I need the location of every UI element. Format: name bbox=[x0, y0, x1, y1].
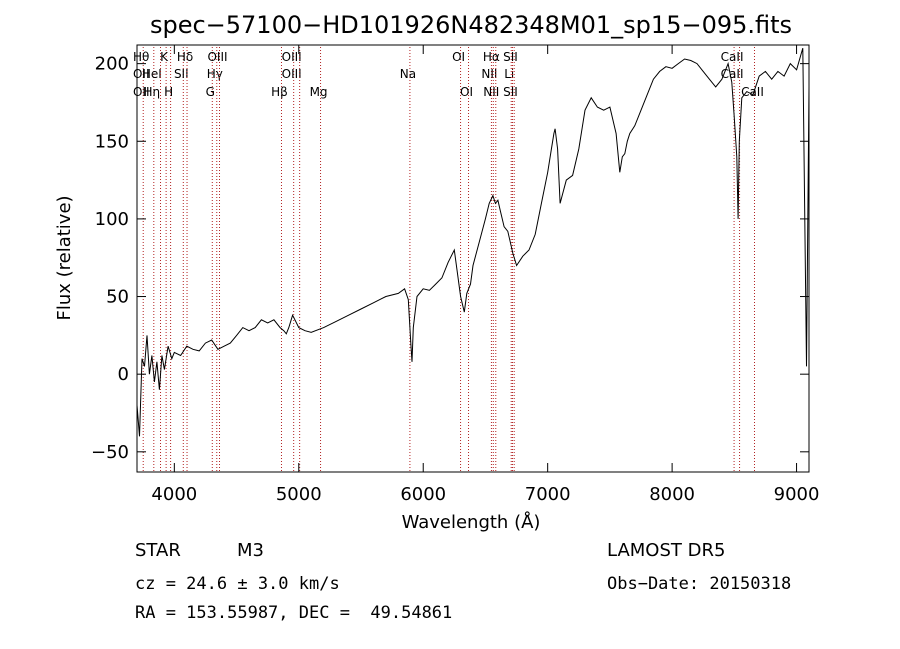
line-marker-label: HeI bbox=[142, 67, 162, 81]
y-axis-label: Flux (relative) bbox=[54, 195, 75, 320]
line-marker-label: Hβ bbox=[271, 85, 288, 99]
observation-date: Obs−Date: 20150318 bbox=[607, 574, 792, 594]
line-marker-label: Li bbox=[504, 67, 514, 81]
line-marker-label: Mg bbox=[310, 85, 328, 99]
coordinates: RA = 153.55987, DEC = 49.54861 bbox=[135, 603, 453, 623]
line-marker-label: Na bbox=[400, 67, 416, 81]
y-tick-label: −50 bbox=[91, 442, 129, 463]
line-marker-label: NII bbox=[483, 85, 499, 99]
y-tick-label: 100 bbox=[95, 209, 129, 230]
line-marker-label: G bbox=[206, 85, 215, 99]
x-tick-label: 9000 bbox=[774, 484, 820, 505]
x-tick-label: 7000 bbox=[525, 484, 571, 505]
line-marker-label: NII bbox=[481, 67, 497, 81]
y-tick-label: 0 bbox=[118, 364, 129, 385]
axes: 4000 5000 6000 7000 8000 9000 −50 0 50 100 150 200 bbox=[91, 45, 819, 505]
x-tick-label: 8000 bbox=[649, 484, 695, 505]
line-marker-label: CaII bbox=[721, 67, 744, 81]
line-marker-label: OI bbox=[452, 50, 465, 64]
line-marker-label: OIII bbox=[207, 50, 227, 64]
line-marker-label: SII bbox=[503, 50, 518, 64]
line-marker-label: Hδ bbox=[177, 50, 193, 64]
y-tick-label: 200 bbox=[95, 54, 129, 75]
x-tick-label: 5000 bbox=[276, 484, 322, 505]
chart-title: spec−57100−HD101926N482348M01_sp15−095.f… bbox=[150, 11, 792, 39]
spectrum-line bbox=[136, 47, 810, 437]
survey-name: LAMOST DR5 bbox=[607, 540, 726, 561]
line-marker-label: CaII bbox=[741, 85, 764, 99]
line-marker-label: Hθ bbox=[133, 50, 149, 64]
line-marker-label: SII bbox=[503, 85, 518, 99]
line-marker-label: H bbox=[164, 85, 173, 99]
line-marker-label: OI bbox=[460, 85, 473, 99]
object-type: STAR bbox=[135, 540, 181, 561]
line-marker-label: Hγ bbox=[207, 67, 223, 81]
x-axis-label: Wavelength (Å) bbox=[402, 511, 541, 533]
spectral-subclass: M3 bbox=[237, 540, 264, 561]
line-marker-label: OIII bbox=[282, 50, 302, 64]
spectral-line-markers: HθOIIOIIHeIHηKHSIIHδGHγOIIIHβOIIIOIIIMgN… bbox=[133, 47, 764, 472]
line-marker-label: Hη bbox=[143, 85, 160, 99]
line-marker-label: OIII bbox=[282, 67, 302, 81]
x-tick-label: 4000 bbox=[151, 484, 197, 505]
line-marker-label: Hα bbox=[483, 50, 500, 64]
redshift-velocity: cz = 24.6 ± 3.0 km/s bbox=[135, 574, 340, 594]
y-tick-label: 50 bbox=[106, 287, 129, 308]
line-marker-label: K bbox=[160, 50, 169, 64]
spectrum-series bbox=[136, 47, 810, 437]
y-tick-label: 150 bbox=[95, 131, 129, 152]
line-marker-label: CaII bbox=[721, 50, 744, 64]
plot-frame bbox=[136, 44, 810, 473]
x-tick-label: 6000 bbox=[400, 484, 446, 505]
line-marker-label: SII bbox=[174, 67, 189, 81]
